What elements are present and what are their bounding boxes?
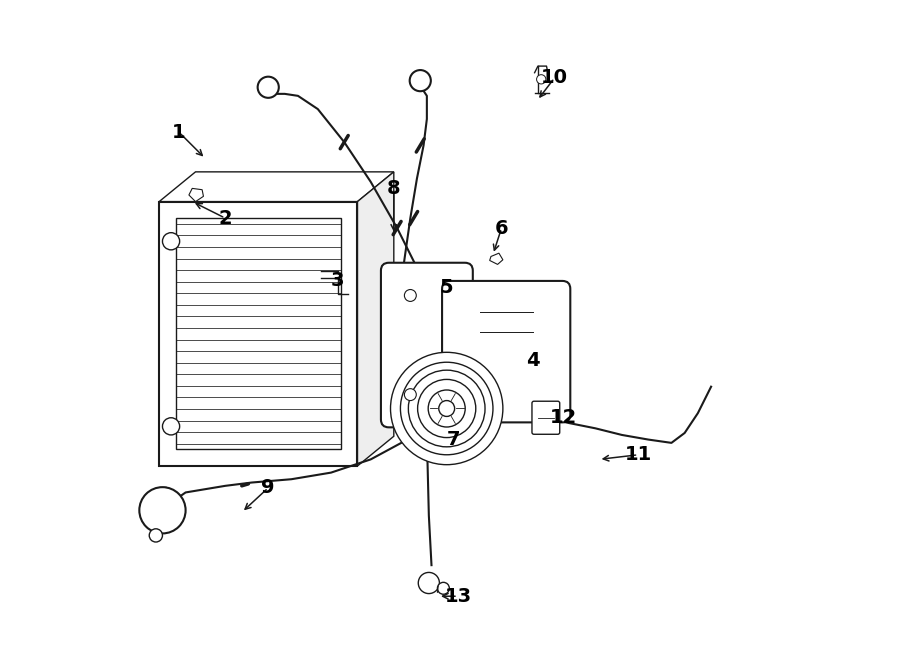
Circle shape [439, 401, 454, 416]
Circle shape [437, 582, 449, 594]
Circle shape [400, 362, 493, 455]
Polygon shape [357, 172, 394, 466]
Text: 13: 13 [445, 587, 472, 605]
Text: 8: 8 [387, 179, 400, 198]
Text: 9: 9 [262, 479, 275, 497]
Circle shape [404, 290, 417, 301]
Text: 5: 5 [440, 278, 454, 297]
Text: 6: 6 [495, 219, 508, 237]
Text: 1: 1 [172, 123, 185, 141]
Text: 11: 11 [625, 446, 652, 464]
Circle shape [149, 529, 163, 542]
Polygon shape [490, 253, 503, 264]
Circle shape [418, 572, 439, 594]
FancyBboxPatch shape [381, 262, 472, 428]
Circle shape [257, 77, 279, 98]
Text: 4: 4 [526, 351, 539, 369]
Bar [407, 418, 446, 436]
Circle shape [409, 370, 485, 447]
Circle shape [418, 379, 476, 438]
Circle shape [391, 352, 503, 465]
Text: 12: 12 [550, 408, 577, 427]
Bar [176, 218, 341, 449]
Text: 3: 3 [331, 272, 345, 290]
FancyBboxPatch shape [532, 401, 560, 434]
FancyBboxPatch shape [442, 281, 571, 422]
Circle shape [163, 233, 180, 250]
Text: 7: 7 [446, 430, 460, 449]
Circle shape [163, 418, 180, 435]
Bar [159, 202, 357, 466]
Circle shape [410, 70, 431, 91]
Polygon shape [159, 172, 394, 202]
Text: 2: 2 [219, 209, 232, 227]
Circle shape [536, 75, 545, 84]
Circle shape [140, 487, 185, 533]
Polygon shape [189, 188, 203, 202]
Circle shape [428, 390, 465, 427]
Circle shape [404, 389, 417, 401]
Text: 10: 10 [541, 69, 568, 87]
